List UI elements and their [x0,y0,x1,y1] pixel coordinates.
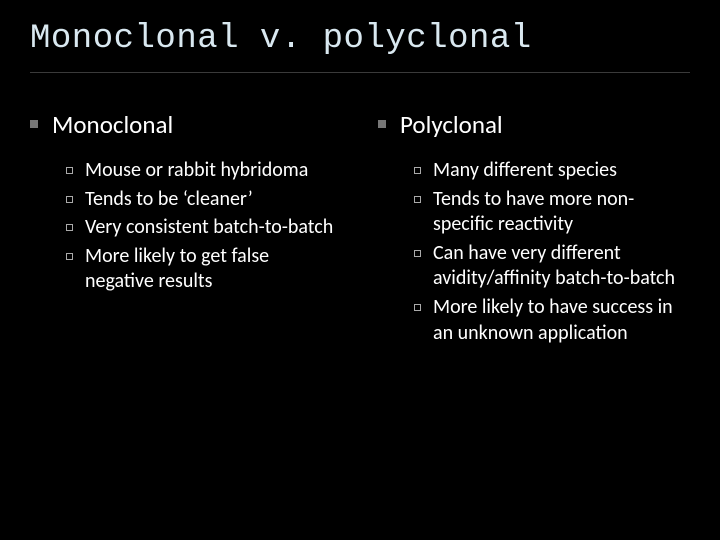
polyclonal-list: Many different species Tends to have mor… [378,158,690,346]
square-bullet-icon [378,120,386,128]
list-item: Can have very different avidity/affinity… [414,241,690,292]
comparison-columns: Monoclonal Mouse or rabbit hybridoma Ten… [30,109,690,349]
column-heading-text: Monoclonal [52,109,173,140]
list-item-text: Tends to be ‘cleaner’ [85,187,253,213]
open-square-bullet-icon [66,224,73,231]
open-square-bullet-icon [414,304,421,311]
slide-title: Monoclonal v. polyclonal [30,20,690,73]
monoclonal-list: Mouse or rabbit hybridoma Tends to be ‘c… [30,158,342,295]
column-heading-text: Polyclonal [400,109,503,140]
list-item: More likely to have success in an unknow… [414,295,690,346]
list-item: Many different species [414,158,690,184]
open-square-bullet-icon [66,196,73,203]
list-item-text: Many different species [433,158,617,184]
column-heading: Monoclonal [30,109,342,140]
list-item-text: Tends to have more non-specific reactivi… [433,187,690,238]
open-square-bullet-icon [66,167,73,174]
open-square-bullet-icon [414,196,421,203]
column-monoclonal: Monoclonal Mouse or rabbit hybridoma Ten… [30,109,342,349]
open-square-bullet-icon [414,250,421,257]
list-item: Tends to be ‘cleaner’ [66,187,342,213]
list-item: Mouse or rabbit hybridoma [66,158,342,184]
list-item-text: More likely to get false negative result… [85,244,342,295]
open-square-bullet-icon [414,167,421,174]
square-bullet-icon [30,120,38,128]
list-item-text: Very consistent batch-to-batch [85,215,333,241]
open-square-bullet-icon [66,253,73,260]
list-item-text: Can have very different avidity/affinity… [433,241,690,292]
list-item: Tends to have more non-specific reactivi… [414,187,690,238]
list-item: Very consistent batch-to-batch [66,215,342,241]
list-item-text: More likely to have success in an unknow… [433,295,690,346]
column-heading: Polyclonal [378,109,690,140]
list-item: More likely to get false negative result… [66,244,342,295]
list-item-text: Mouse or rabbit hybridoma [85,158,308,184]
column-polyclonal: Polyclonal Many different species Tends … [378,109,690,349]
